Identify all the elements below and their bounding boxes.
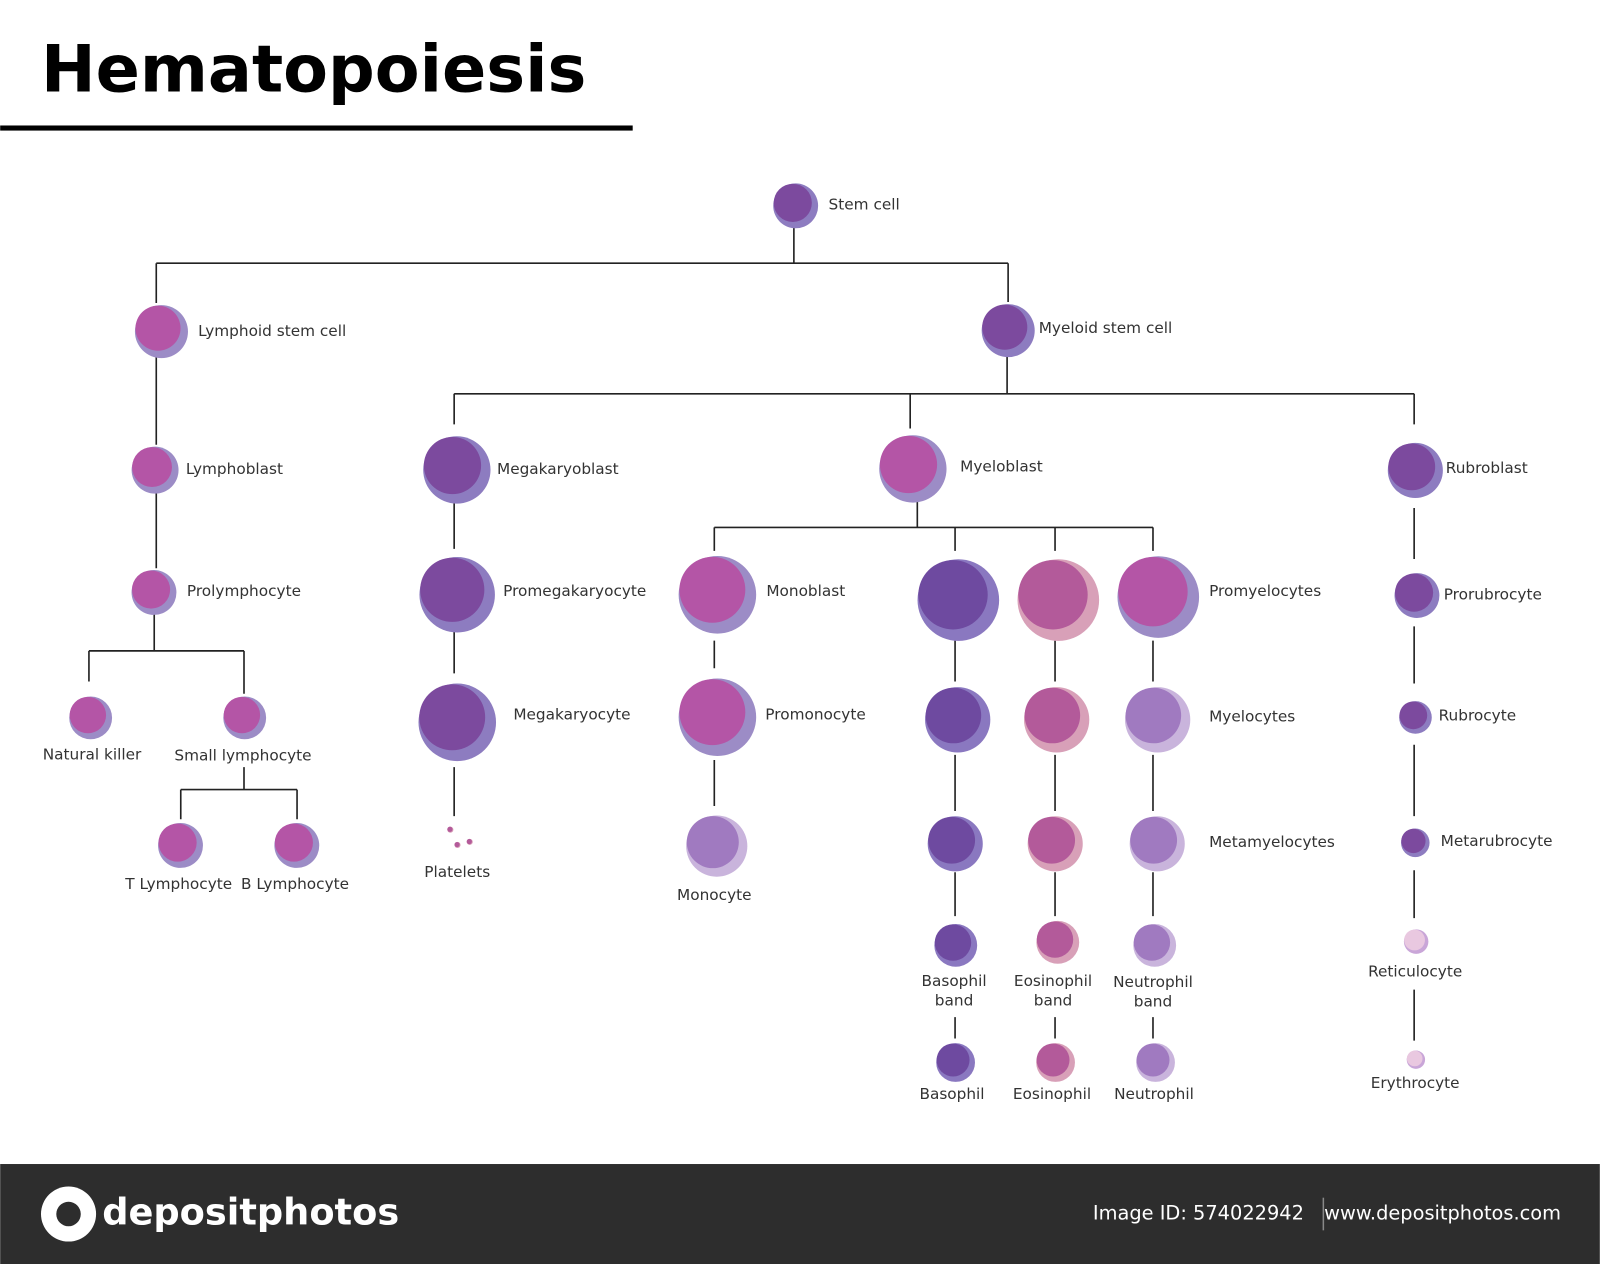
node-label: Myeloblast xyxy=(960,458,1043,476)
cell-nucleus xyxy=(1133,924,1171,961)
cell-nucleus xyxy=(925,687,982,744)
node-label: Promyelocytes xyxy=(1209,582,1321,600)
cell-nucleus xyxy=(1388,443,1436,491)
cell-nucleus xyxy=(274,823,313,862)
image-id: Image ID: 574022942 xyxy=(1093,1202,1304,1225)
node-label: Eosinophil xyxy=(1014,972,1092,990)
cell-nucleus xyxy=(928,816,976,864)
brand: depositphotos xyxy=(102,1191,399,1234)
node-label: Monoblast xyxy=(766,582,845,600)
cell-nucleus xyxy=(158,823,197,862)
node-label: Myelocytes xyxy=(1209,708,1295,726)
node-label: Rubroblast xyxy=(1446,459,1528,477)
footer-bar xyxy=(0,1164,1600,1264)
cell-nucleus xyxy=(1136,1043,1170,1077)
node-label: Lymphoid stem cell xyxy=(198,322,346,340)
node-label: Basophil xyxy=(919,1085,984,1103)
node-label: Metamyelocytes xyxy=(1209,833,1335,851)
node-label: band xyxy=(935,991,974,1009)
node-label: Rubrocyte xyxy=(1439,707,1517,725)
cell-nucleus xyxy=(686,816,739,869)
title-underline xyxy=(0,125,633,131)
node-label: B Lymphocyte xyxy=(241,875,349,893)
cell-nucleus xyxy=(1118,557,1188,627)
cell-nucleus xyxy=(1394,573,1434,612)
url: www.depositphotos.com xyxy=(1324,1202,1561,1225)
cell-nucleus xyxy=(879,435,938,494)
cell-nucleus xyxy=(679,556,746,623)
cell-nucleus xyxy=(934,924,972,961)
node-label: Erythrocyte xyxy=(1371,1074,1460,1092)
cell-nucleus xyxy=(773,183,812,222)
node-label: Monocyte xyxy=(677,886,751,904)
cell-nucleus xyxy=(466,838,472,845)
node-label: Metarubrocyte xyxy=(1441,832,1553,850)
node-label: Prorubrocyte xyxy=(1444,585,1542,603)
node-label: Lymphoblast xyxy=(186,460,283,478)
title: Hematopoiesis xyxy=(41,32,586,108)
cell-nucleus xyxy=(131,570,171,609)
cell-nucleus xyxy=(1130,816,1178,864)
cell-nucleus xyxy=(1036,1043,1070,1077)
cell-nucleus xyxy=(223,696,261,734)
cell-nucleus xyxy=(918,560,988,630)
node-label: T Lymphocyte xyxy=(124,875,232,893)
cell-nucleus xyxy=(1028,816,1076,864)
cell-nucleus xyxy=(419,684,486,751)
node-label: band xyxy=(1034,991,1073,1009)
cell-nucleus xyxy=(69,696,107,734)
cell-nucleus xyxy=(1401,828,1426,854)
cell-nucleus xyxy=(423,436,482,495)
node-label: Promegakaryocyte xyxy=(503,582,646,600)
cell-nucleus xyxy=(420,557,485,622)
cell-nucleus xyxy=(936,1043,970,1077)
cell-nucleus xyxy=(1406,1050,1423,1067)
cell-nucleus xyxy=(1399,701,1428,730)
cell-nucleus xyxy=(135,305,181,351)
node-label: Small lymphocyte xyxy=(174,746,311,764)
cell-nucleus xyxy=(447,826,453,832)
node-label: Promonocyte xyxy=(765,706,865,724)
cell-nucleus xyxy=(1036,921,1074,958)
node-label: Megakaryocyte xyxy=(513,706,630,724)
cell-nucleus xyxy=(1125,687,1182,744)
node-label: Basophil xyxy=(921,972,986,990)
logo-lens xyxy=(56,1201,81,1227)
cell-nucleus xyxy=(1018,560,1088,630)
cell-nucleus xyxy=(679,679,746,746)
node-label: Reticulocyte xyxy=(1368,963,1462,981)
node-label: Stem cell xyxy=(829,196,900,214)
cell-nucleus xyxy=(1024,687,1081,744)
node-label: Prolymphocyte xyxy=(187,582,301,600)
cell-nucleus xyxy=(982,304,1028,350)
cell-nucleus xyxy=(454,841,460,848)
node-label: Neutrophil xyxy=(1113,973,1193,991)
connectors xyxy=(88,226,1415,1041)
node-label: Neutrophil xyxy=(1114,1085,1194,1103)
cell-nucleus xyxy=(1404,929,1425,951)
node-label: Eosinophil xyxy=(1013,1085,1091,1103)
node-label: Platelets xyxy=(424,863,490,881)
node-label: Natural killer xyxy=(43,745,142,763)
node-label: Myeloid stem cell xyxy=(1039,319,1173,337)
cell-nucleus xyxy=(132,447,172,488)
node-label: band xyxy=(1134,992,1173,1010)
node-label: Megakaryoblast xyxy=(497,460,619,478)
